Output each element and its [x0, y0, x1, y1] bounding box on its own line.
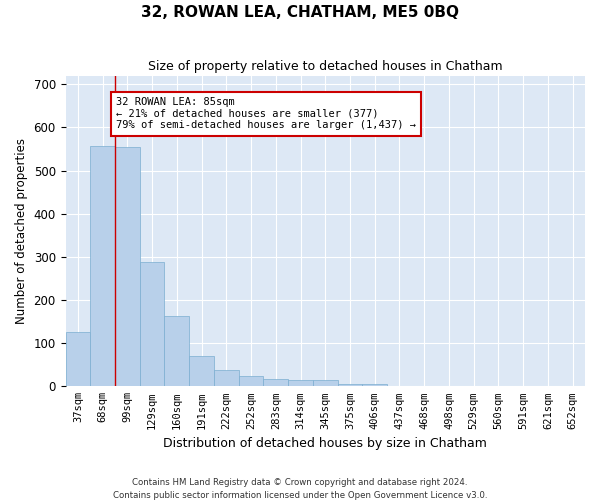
Title: Size of property relative to detached houses in Chatham: Size of property relative to detached ho…	[148, 60, 503, 73]
Text: 32 ROWAN LEA: 85sqm
← 21% of detached houses are smaller (377)
79% of semi-detac: 32 ROWAN LEA: 85sqm ← 21% of detached ho…	[116, 97, 416, 130]
Bar	[65, 332, 90, 386]
Bar	[189, 356, 214, 386]
Bar	[90, 146, 115, 386]
Bar	[164, 316, 189, 386]
Bar	[214, 370, 239, 386]
Bar	[313, 380, 338, 386]
Text: Contains HM Land Registry data © Crown copyright and database right 2024.
Contai: Contains HM Land Registry data © Crown c…	[113, 478, 487, 500]
Y-axis label: Number of detached properties: Number of detached properties	[15, 138, 28, 324]
Bar	[362, 384, 387, 386]
Bar	[288, 380, 313, 386]
Text: 32, ROWAN LEA, CHATHAM, ME5 0BQ: 32, ROWAN LEA, CHATHAM, ME5 0BQ	[141, 5, 459, 20]
X-axis label: Distribution of detached houses by size in Chatham: Distribution of detached houses by size …	[163, 437, 487, 450]
Bar	[115, 147, 140, 386]
Bar	[338, 384, 362, 386]
Bar	[140, 262, 164, 386]
Bar	[239, 376, 263, 386]
Bar	[263, 378, 288, 386]
